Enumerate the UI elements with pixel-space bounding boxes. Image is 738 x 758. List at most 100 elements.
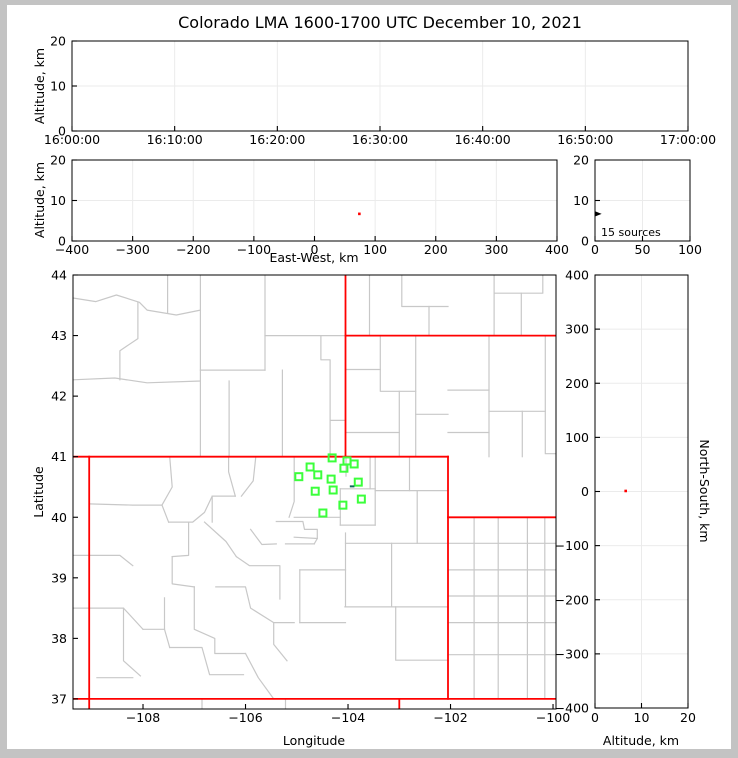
plan-map-bg: [73, 275, 556, 709]
county-line: [544, 335, 556, 455]
alt-tick-label: 0: [591, 710, 599, 725]
plan-map-spines: [72, 274, 557, 710]
county-line: [379, 335, 417, 392]
hist-tick-label: 100: [678, 242, 702, 257]
county-line: [169, 646, 245, 676]
lon-tick-label: −100: [536, 710, 570, 725]
ew-height-ylabel: Altitude, km: [32, 162, 47, 238]
county-line: [193, 586, 247, 655]
plan-map-panel: −108 −106 −104 −102 −100 37 38 39 40 41 42 43 44: [51, 268, 570, 726]
ew-tick-label: −400: [55, 242, 89, 257]
county-line: [88, 503, 163, 506]
time-height-panel: 16:00:00 16:10:00 16:20:00 16:30:00 16:40:00…: [44, 34, 716, 148]
plot-panels: 16:00:00 16:10:00 16:20:00 16:30:00 16:40:00…: [44, 34, 716, 726]
alt-tick-label: 20: [680, 710, 696, 725]
lon-tick-label: −104: [331, 710, 365, 725]
lat-tick-label: 37: [51, 691, 67, 706]
map-ylabel: Latitude: [31, 466, 46, 518]
ns-tick-label: 0: [581, 484, 589, 499]
alt-tick-label: 0: [58, 234, 66, 249]
county-line: [320, 335, 347, 421]
ew-tick-label: −300: [115, 242, 149, 257]
ew-tick-label: 0: [311, 242, 319, 257]
histogram-spike: [595, 211, 602, 217]
hist-tick-label: 50: [635, 242, 651, 257]
county-line: [228, 456, 237, 497]
county-line: [288, 456, 295, 519]
time-tick-label: 16:40:00: [455, 132, 511, 147]
ns-tick-label: 200: [565, 376, 589, 391]
lat-tick-label: 39: [51, 570, 67, 585]
lma-station-square: [328, 485, 338, 495]
ns-height-panel: 0 10 20 400 300 200 100 0 −100 −200 −300 −400: [555, 268, 696, 726]
ew-tick-label: −200: [176, 242, 210, 257]
ew-tick-label: 400: [545, 242, 569, 257]
county-line: [168, 495, 236, 523]
ew-tick-label: 100: [363, 242, 387, 257]
alt-tick-label: 0: [581, 234, 589, 249]
vhf-source-point: [358, 212, 361, 216]
lma-station-square: [326, 474, 336, 484]
lma-station-square: [294, 472, 304, 482]
lat-tick-label: 43: [51, 328, 67, 343]
ns-tick-label: −300: [555, 646, 589, 661]
alt-histogram-panel: 0 50 100 0 10 20: [573, 153, 702, 258]
county-line: [161, 456, 173, 523]
county-line: [73, 294, 202, 316]
lma-station-square: [313, 470, 323, 480]
alt-tick-label: 10: [50, 193, 66, 208]
map-state-lines: [73, 275, 556, 709]
ns-tick-label: 400: [565, 268, 589, 283]
lma-station-square: [305, 462, 315, 472]
time-tick-label: 16:20:00: [249, 132, 305, 147]
county-line: [171, 555, 195, 588]
lon-tick-label: −108: [126, 710, 160, 725]
lat-tick-label: 44: [51, 268, 67, 283]
county-line: [240, 456, 257, 497]
county-line: [235, 555, 281, 600]
lat-tick-label: 38: [51, 631, 67, 646]
lma-station-square: [318, 508, 328, 518]
lma-station-square: [310, 486, 320, 496]
ns-height-xlabel: Altitude, km: [603, 733, 679, 748]
county-line: [171, 521, 190, 558]
alt-tick-label: 10: [573, 193, 589, 208]
map-xlabel: Longitude: [283, 733, 345, 748]
time-tick-label: 17:00:00: [660, 132, 716, 147]
lma-station-square: [327, 453, 337, 463]
county-line: [275, 520, 318, 545]
time-tick-label: 16:30:00: [352, 132, 408, 147]
map-content: [73, 275, 556, 709]
alt-tick-label: 20: [573, 153, 589, 168]
alt-tick-label: 10: [634, 710, 650, 725]
lma-station-square: [339, 463, 349, 473]
vhf-source-point: [624, 489, 627, 493]
county-line: [73, 377, 202, 384]
county-line: [249, 528, 277, 546]
county-line: [215, 586, 295, 624]
county-line: [273, 621, 288, 662]
county-line: [244, 652, 275, 700]
ns-tick-label: 300: [565, 322, 589, 337]
alt-tick-label: 20: [50, 34, 66, 49]
time-tick-label: 16:00:00: [44, 132, 100, 147]
county-line: [293, 536, 318, 540]
ew-height-panel: −400 −300 −200 −100 0 100 200 300 400 0 10 20: [50, 153, 569, 258]
ns-tick-label: −100: [555, 538, 589, 553]
county-line: [493, 275, 544, 294]
ns-tick-label: 100: [565, 430, 589, 445]
map-county-lines: [73, 275, 556, 709]
alt-tick-label: 0: [58, 124, 66, 139]
lma-station-markers: [294, 453, 366, 518]
ew-height-xlabel: East-West, km: [269, 250, 358, 265]
ns-tick-label: −400: [555, 701, 589, 716]
county-line: [203, 521, 238, 558]
lon-tick-label: −102: [433, 710, 467, 725]
figure-title: Colorado LMA 1600-1700 UTC December 10, …: [178, 13, 582, 32]
lat-tick-label: 41: [51, 449, 67, 464]
ew-tick-label: 300: [484, 242, 508, 257]
county-line: [119, 301, 139, 381]
ew-tick-label: 200: [424, 242, 448, 257]
